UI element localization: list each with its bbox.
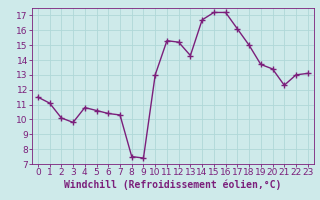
X-axis label: Windchill (Refroidissement éolien,°C): Windchill (Refroidissement éolien,°C)	[64, 180, 282, 190]
